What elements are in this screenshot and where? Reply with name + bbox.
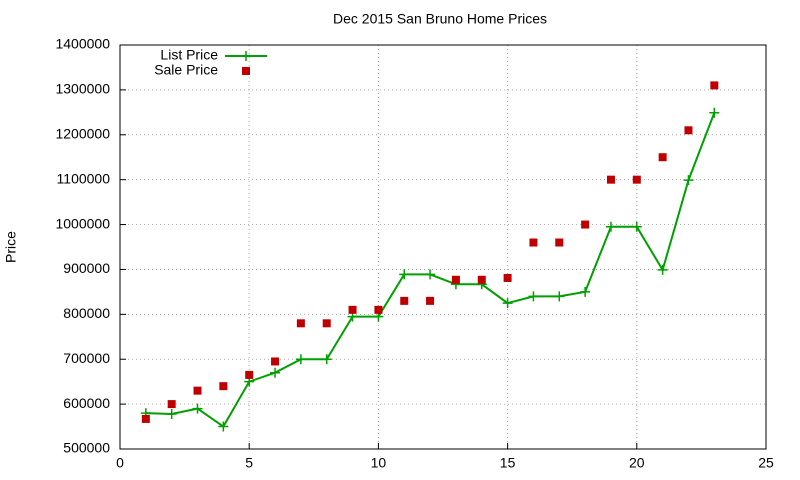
point bbox=[580, 286, 591, 297]
point bbox=[425, 269, 436, 280]
point bbox=[528, 291, 539, 302]
point bbox=[322, 319, 331, 328]
point bbox=[374, 305, 383, 314]
point bbox=[167, 400, 176, 409]
y-tick-label: 1000000 bbox=[55, 215, 110, 231]
point bbox=[554, 291, 565, 302]
x-tick-label: 0 bbox=[116, 455, 124, 471]
point bbox=[348, 305, 357, 314]
point bbox=[529, 238, 538, 247]
point bbox=[581, 220, 590, 229]
y-axis-label: Price bbox=[3, 231, 19, 263]
plot-border bbox=[119, 44, 767, 450]
point bbox=[400, 296, 409, 305]
y-tick-label: 500000 bbox=[63, 440, 110, 456]
point bbox=[477, 275, 486, 284]
point bbox=[632, 175, 641, 184]
x-tick-label: 20 bbox=[629, 455, 645, 471]
point bbox=[657, 264, 668, 275]
point bbox=[296, 319, 305, 328]
point bbox=[219, 382, 228, 391]
x-tick-label: 15 bbox=[500, 455, 516, 471]
point bbox=[271, 357, 280, 366]
point bbox=[399, 269, 410, 280]
y-tick-label: 700000 bbox=[63, 350, 110, 366]
point bbox=[683, 175, 694, 186]
point bbox=[192, 403, 203, 414]
point bbox=[658, 153, 667, 162]
y-tick-label: 800000 bbox=[63, 305, 110, 321]
x-tick-label: 5 bbox=[245, 455, 253, 471]
point bbox=[426, 296, 435, 305]
point bbox=[502, 298, 513, 309]
point bbox=[193, 386, 202, 395]
legend-label: Sale Price bbox=[154, 62, 218, 78]
y-tick-label: 1400000 bbox=[55, 36, 110, 52]
point bbox=[555, 238, 564, 247]
y-tick-label: 900000 bbox=[63, 260, 110, 276]
legend-swatch bbox=[242, 67, 250, 75]
y-tick-label: 600000 bbox=[63, 395, 110, 411]
point bbox=[605, 221, 616, 232]
y-tick-label: 1200000 bbox=[55, 125, 110, 141]
point bbox=[503, 273, 512, 282]
point bbox=[710, 81, 719, 90]
point bbox=[451, 275, 460, 284]
point bbox=[270, 367, 281, 378]
y-tick-label: 1100000 bbox=[57, 170, 111, 186]
x-tick-label: 10 bbox=[371, 455, 387, 471]
legend-label: List Price bbox=[160, 47, 218, 63]
point bbox=[709, 107, 720, 118]
point bbox=[141, 414, 150, 423]
legend-swatch bbox=[241, 51, 251, 61]
y-tick-label: 1300000 bbox=[55, 81, 110, 97]
point bbox=[245, 370, 254, 379]
point bbox=[218, 421, 229, 432]
x-tick-label: 25 bbox=[758, 455, 774, 471]
chart-title: Dec 2015 San Bruno Home Prices bbox=[333, 11, 547, 27]
point bbox=[606, 175, 615, 184]
point bbox=[295, 354, 306, 365]
point bbox=[321, 354, 332, 365]
point bbox=[684, 126, 693, 135]
point bbox=[166, 408, 177, 419]
point bbox=[631, 221, 642, 232]
